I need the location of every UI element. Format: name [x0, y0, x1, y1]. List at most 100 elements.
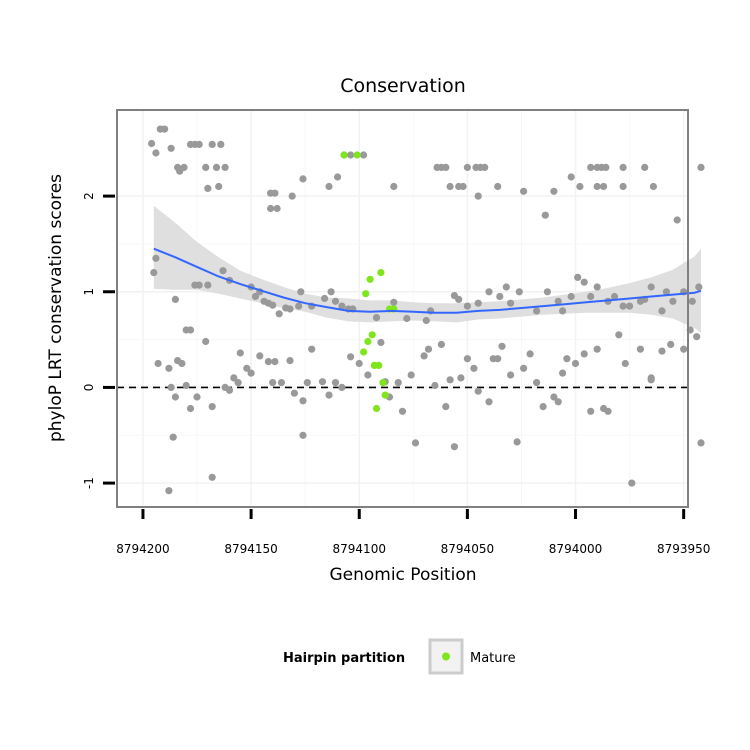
- other-point: [463, 355, 471, 363]
- other-point: [533, 379, 541, 387]
- other-point: [347, 353, 355, 361]
- other-point: [364, 371, 372, 379]
- other-point: [446, 182, 454, 191]
- other-point: [331, 379, 340, 387]
- other-point: [693, 333, 701, 341]
- other-point: [593, 283, 601, 291]
- other-point: [649, 182, 658, 191]
- other-point: [695, 283, 703, 291]
- other-point: [204, 184, 212, 192]
- other-point: [457, 374, 465, 382]
- other-point: [221, 383, 229, 391]
- other-point: [334, 173, 342, 181]
- other-point: [338, 302, 346, 310]
- other-point: [541, 211, 549, 219]
- other-point: [171, 393, 179, 401]
- other-point: [221, 163, 229, 171]
- x-tick-label: 8794150: [224, 542, 277, 556]
- other-point: [474, 192, 482, 200]
- other-point: [407, 371, 415, 379]
- other-point: [286, 305, 294, 313]
- other-point: [559, 369, 567, 377]
- mature-point: [366, 275, 374, 283]
- other-point: [431, 381, 439, 390]
- other-point: [180, 163, 188, 171]
- other-point: [442, 403, 450, 411]
- other-point: [576, 182, 584, 191]
- other-point: [295, 302, 303, 310]
- other-point: [230, 374, 238, 382]
- other-point: [251, 292, 259, 301]
- other-point: [167, 144, 175, 152]
- other-point: [338, 383, 346, 391]
- other-point: [325, 182, 333, 191]
- other-point: [303, 379, 311, 387]
- other-point: [297, 288, 305, 296]
- mature-point: [360, 348, 368, 356]
- other-point: [424, 345, 433, 353]
- x-axis: 8794200 8794150 8794100 8794050 8794000 87939…: [116, 509, 710, 556]
- other-point: [669, 297, 677, 305]
- y-tick-label: 2: [82, 192, 96, 200]
- other-point: [626, 302, 634, 310]
- other-point: [550, 393, 558, 401]
- other-point: [697, 163, 705, 171]
- other-point: [167, 383, 175, 391]
- other-point: [420, 352, 428, 360]
- other-point: [494, 182, 502, 191]
- other-point: [673, 216, 681, 224]
- other-point: [195, 140, 203, 148]
- legend: Hairpin partition Mature: [283, 638, 516, 675]
- other-point: [680, 345, 688, 353]
- other-point: [442, 163, 450, 171]
- other-point: [496, 292, 504, 301]
- other-point: [360, 151, 368, 159]
- other-point: [647, 376, 655, 384]
- other-point: [450, 443, 458, 451]
- x-tick-label: 8794100: [333, 542, 386, 556]
- other-point: [217, 140, 225, 148]
- other-point: [165, 487, 173, 495]
- other-point: [152, 254, 160, 262]
- other-point: [619, 163, 627, 171]
- other-point: [390, 298, 398, 306]
- other-point: [195, 281, 203, 289]
- other-point: [215, 182, 223, 191]
- other-point: [621, 359, 629, 368]
- other-point: [485, 288, 493, 296]
- other-point: [234, 379, 242, 387]
- other-point: [602, 163, 610, 171]
- other-point: [563, 355, 571, 363]
- other-point: [580, 350, 588, 358]
- other-point: [148, 139, 156, 148]
- other-point: [658, 347, 666, 355]
- other-point: [574, 273, 582, 281]
- other-point: [290, 389, 298, 397]
- legend-key-mature-icon: [442, 652, 450, 661]
- mature-point: [340, 151, 348, 159]
- other-point: [321, 294, 329, 303]
- other-point: [593, 182, 601, 191]
- other-point: [327, 288, 335, 296]
- other-point: [202, 337, 210, 346]
- other-point: [411, 439, 420, 447]
- other-point: [182, 381, 190, 390]
- other-point: [372, 314, 381, 322]
- y-axis-title: phyloP LRT conservation scores: [46, 174, 66, 442]
- other-point: [520, 364, 528, 372]
- other-point: [587, 407, 595, 415]
- other-point: [502, 283, 510, 291]
- other-point: [325, 391, 333, 399]
- other-point: [515, 288, 523, 296]
- other-point: [494, 355, 502, 363]
- other-point: [154, 359, 162, 368]
- smooth-trend-line: [153, 247, 702, 314]
- smooth-confidence-band: [153, 205, 702, 333]
- other-point: [422, 316, 430, 325]
- other-point: [377, 338, 385, 347]
- other-point: [299, 175, 307, 183]
- other-point: [567, 292, 575, 301]
- other-point: [446, 376, 454, 384]
- other-point: [459, 182, 467, 191]
- other-point: [571, 359, 580, 368]
